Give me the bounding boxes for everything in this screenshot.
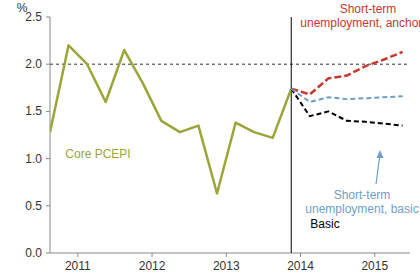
y-tick <box>46 205 50 206</box>
series-label: Short-termunemployment, basic <box>305 188 418 216</box>
x-tick <box>374 253 375 257</box>
series-label: Core PCEPI <box>65 147 130 161</box>
series-line <box>291 52 402 94</box>
y-tick <box>46 111 50 112</box>
arrow <box>376 154 380 184</box>
chart: %0.00.51.01.52.02.520112012201320142015C… <box>0 0 420 280</box>
y-tick-label: 0.5 <box>25 199 42 213</box>
series-label: Short-termunemployment, anchored <box>300 2 420 30</box>
y-tick-label: 0.0 <box>25 246 42 260</box>
arrow-head <box>377 150 384 158</box>
x-tick-label: 2012 <box>139 259 166 273</box>
y-axis <box>50 17 51 253</box>
x-tick-label: 2014 <box>287 259 314 273</box>
series-label-line: Short-term <box>334 188 391 202</box>
series-label-line: Basic <box>310 217 339 231</box>
x-tick <box>152 253 153 257</box>
x-tick-label: 2011 <box>65 259 91 273</box>
series-line <box>291 89 402 102</box>
y-tick-label: 1.5 <box>25 104 42 118</box>
series-label: Basic <box>310 217 339 231</box>
reference-line <box>50 64 410 65</box>
x-tick-label: 2015 <box>361 259 388 273</box>
y-tick <box>46 64 50 65</box>
y-tick-label: 2.0 <box>25 57 42 71</box>
series-label-line: Short-term <box>340 2 397 16</box>
series-line <box>291 89 402 126</box>
x-axis <box>50 253 410 254</box>
forecast-line <box>291 17 292 253</box>
y-tick <box>46 253 50 254</box>
x-tick-label: 2013 <box>213 259 240 273</box>
x-tick <box>77 253 78 257</box>
x-tick <box>226 253 227 257</box>
y-tick <box>46 17 50 18</box>
series-label-line: unemployment, anchored <box>300 16 420 30</box>
y-tick-label: 1.0 <box>25 152 42 166</box>
y-tick <box>46 158 50 159</box>
series-label-line: unemployment, basic <box>305 202 418 216</box>
x-tick <box>300 253 301 257</box>
series-label-line: Core PCEPI <box>65 147 130 161</box>
plot-area <box>50 17 410 253</box>
series-line <box>50 45 291 193</box>
y-tick-label: 2.5 <box>25 10 42 24</box>
